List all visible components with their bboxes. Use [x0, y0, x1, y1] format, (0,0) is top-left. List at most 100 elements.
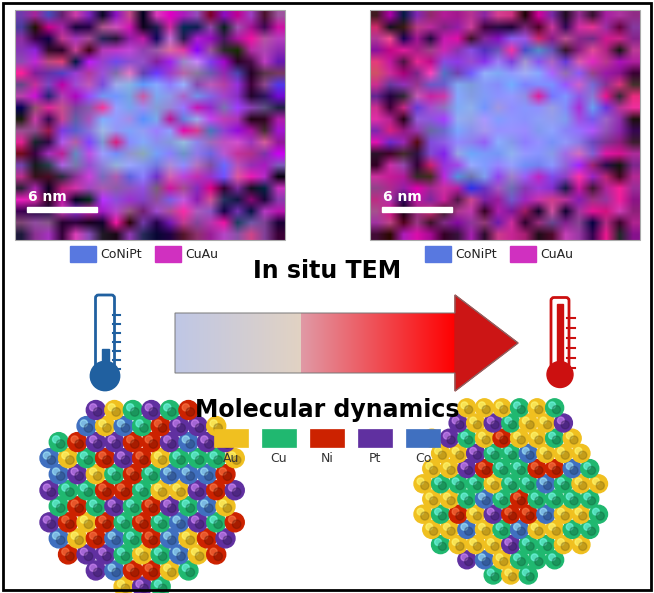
Circle shape: [133, 449, 152, 468]
Circle shape: [80, 516, 88, 523]
Circle shape: [587, 466, 596, 474]
Circle shape: [587, 497, 596, 505]
Circle shape: [563, 460, 581, 477]
Circle shape: [164, 500, 171, 507]
Circle shape: [205, 472, 213, 480]
Circle shape: [158, 456, 167, 464]
Circle shape: [164, 564, 171, 572]
Circle shape: [561, 512, 569, 520]
Circle shape: [584, 524, 591, 530]
Polygon shape: [455, 295, 518, 391]
Circle shape: [142, 529, 161, 548]
Circle shape: [438, 512, 447, 520]
Circle shape: [464, 557, 473, 566]
Circle shape: [443, 493, 450, 500]
Circle shape: [496, 493, 503, 500]
Circle shape: [131, 568, 139, 576]
Circle shape: [140, 552, 148, 560]
Circle shape: [75, 440, 84, 448]
Circle shape: [207, 416, 226, 436]
Circle shape: [575, 508, 582, 515]
Circle shape: [426, 524, 433, 530]
Circle shape: [511, 429, 528, 447]
Circle shape: [205, 440, 213, 448]
Circle shape: [547, 362, 573, 387]
Circle shape: [440, 460, 458, 477]
Circle shape: [71, 500, 78, 507]
Circle shape: [108, 564, 115, 572]
Bar: [358, 429, 392, 447]
Circle shape: [201, 500, 208, 507]
Circle shape: [579, 543, 587, 550]
Circle shape: [210, 420, 217, 427]
Circle shape: [467, 505, 485, 523]
Circle shape: [142, 561, 161, 580]
Circle shape: [555, 444, 572, 463]
Circle shape: [443, 524, 450, 530]
Circle shape: [52, 532, 60, 539]
Circle shape: [219, 532, 226, 539]
Circle shape: [496, 524, 503, 530]
Circle shape: [447, 497, 455, 505]
Circle shape: [519, 414, 538, 432]
Circle shape: [479, 463, 485, 470]
Circle shape: [458, 490, 476, 508]
Circle shape: [188, 513, 207, 532]
Circle shape: [467, 414, 485, 432]
Circle shape: [487, 569, 494, 576]
Circle shape: [186, 568, 195, 576]
Circle shape: [167, 407, 176, 416]
Circle shape: [570, 497, 578, 505]
Text: 6 nm: 6 nm: [28, 190, 67, 204]
Circle shape: [124, 433, 143, 452]
Circle shape: [103, 520, 111, 528]
Circle shape: [531, 493, 538, 500]
Circle shape: [158, 520, 167, 528]
Circle shape: [164, 404, 171, 411]
Circle shape: [449, 444, 467, 463]
Circle shape: [61, 516, 69, 523]
Circle shape: [438, 543, 447, 550]
Circle shape: [179, 433, 198, 452]
Circle shape: [94, 568, 102, 576]
Circle shape: [124, 465, 143, 484]
Circle shape: [177, 488, 185, 496]
Circle shape: [553, 527, 560, 535]
Circle shape: [192, 516, 199, 523]
Circle shape: [186, 407, 195, 416]
Circle shape: [142, 400, 161, 419]
Circle shape: [496, 402, 503, 409]
Circle shape: [500, 436, 508, 444]
Circle shape: [99, 452, 106, 459]
Circle shape: [475, 460, 493, 477]
Bar: [155, 246, 181, 262]
Circle shape: [505, 417, 511, 424]
Circle shape: [114, 545, 133, 564]
Circle shape: [513, 493, 521, 500]
Circle shape: [86, 400, 105, 419]
Circle shape: [502, 475, 520, 493]
Circle shape: [124, 561, 143, 580]
Circle shape: [555, 475, 572, 493]
Circle shape: [232, 520, 241, 528]
Circle shape: [493, 490, 511, 508]
Circle shape: [114, 481, 133, 500]
Circle shape: [86, 529, 105, 548]
Circle shape: [487, 417, 494, 424]
Circle shape: [117, 580, 124, 588]
Circle shape: [124, 497, 143, 516]
Circle shape: [121, 423, 129, 432]
Circle shape: [596, 512, 604, 520]
Circle shape: [589, 505, 608, 523]
Circle shape: [121, 488, 129, 496]
Circle shape: [112, 568, 120, 576]
Circle shape: [479, 432, 485, 439]
Circle shape: [426, 463, 433, 470]
Circle shape: [112, 504, 120, 512]
Circle shape: [509, 482, 517, 490]
Circle shape: [198, 497, 216, 516]
Circle shape: [43, 452, 50, 459]
Circle shape: [523, 448, 529, 454]
Circle shape: [179, 400, 198, 419]
Circle shape: [133, 577, 152, 593]
